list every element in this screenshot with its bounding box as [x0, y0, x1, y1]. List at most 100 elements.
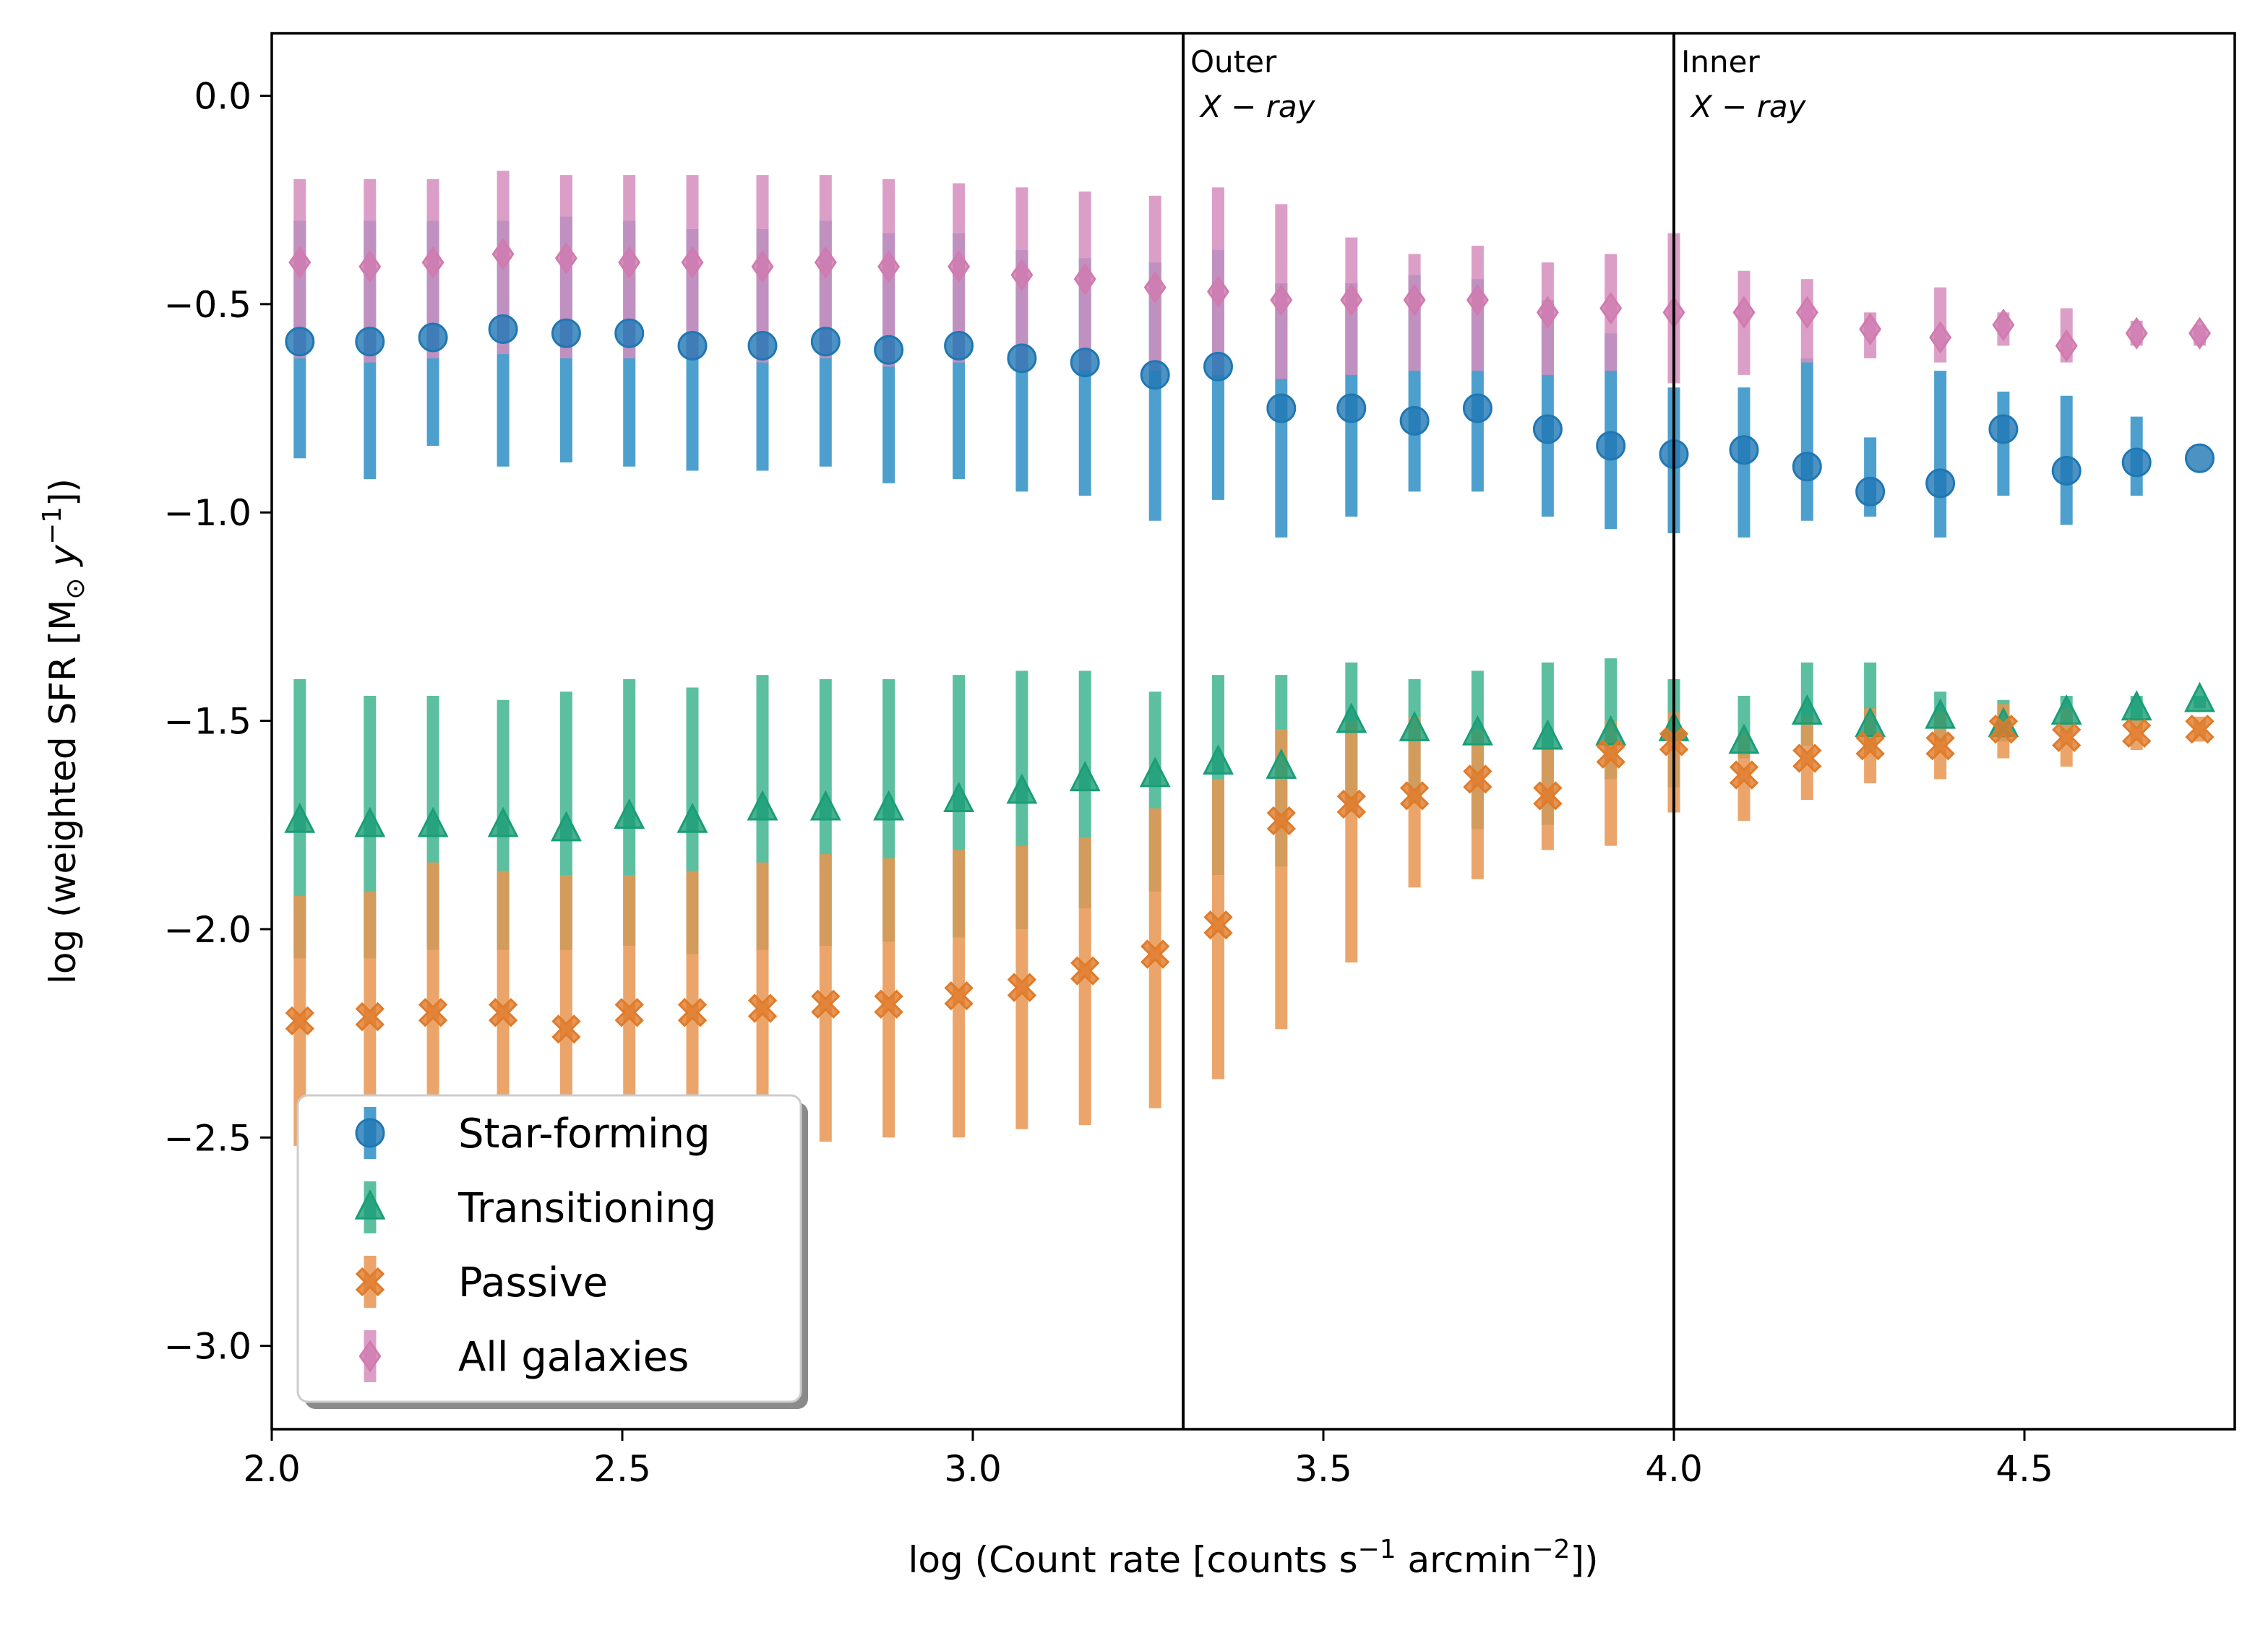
region-label-title: Outer	[1190, 44, 1277, 79]
point-all-galaxies	[1599, 292, 1623, 325]
point-star-forming	[1007, 343, 1037, 374]
point-transitioning	[873, 790, 905, 821]
region-lines: Outer X − ray Inner X − ray	[1182, 33, 1807, 1429]
point-all-galaxies	[2055, 329, 2078, 363]
point-passive	[1792, 743, 1822, 773]
point-all-galaxies	[554, 241, 577, 275]
y-tick-label: −2.5	[164, 1117, 252, 1159]
legend-marker-all-galaxies	[358, 1340, 382, 1373]
point-passive	[2185, 714, 2215, 744]
point-transitioning	[1336, 702, 1367, 733]
point-passive	[677, 998, 708, 1027]
point-star-forming	[2121, 447, 2152, 478]
point-star-forming	[1792, 452, 1822, 482]
point-passive	[614, 998, 644, 1027]
point-all-galaxies	[751, 250, 774, 283]
point-star-forming	[874, 335, 904, 365]
point-passive	[1463, 764, 1492, 794]
point-passive	[1399, 781, 1430, 811]
point-all-galaxies	[1466, 283, 1489, 316]
point-star-forming	[1070, 348, 1100, 378]
y-tick-label: −0.5	[164, 284, 252, 326]
point-transitioning	[747, 790, 778, 821]
y-tick-label: −1.0	[164, 492, 252, 534]
point-all-galaxies	[1859, 312, 1882, 346]
point-transitioning	[2121, 690, 2152, 721]
point-star-forming	[1729, 435, 1759, 465]
point-transitioning	[1266, 748, 1297, 779]
point-transitioning	[943, 782, 975, 812]
legend-label-star-forming: Star-forming	[458, 1111, 710, 1158]
y-axis-label: log (weighted SFR [M⊙ y−1])	[38, 478, 90, 984]
point-passive	[285, 1006, 314, 1035]
point-passive	[1336, 789, 1366, 819]
point-passive	[811, 989, 841, 1019]
point-transitioning	[417, 806, 449, 837]
point-all-galaxies	[1795, 296, 1818, 329]
point-passive	[1925, 731, 1955, 761]
point-all-galaxies	[1073, 262, 1096, 296]
point-passive	[1203, 910, 1233, 940]
legend: Star-forming Transitioning Passive All gala…	[296, 1094, 808, 1409]
point-all-galaxies	[1992, 309, 2015, 342]
point-all-galaxies	[2188, 316, 2211, 350]
region-label-title: Inner	[1681, 44, 1760, 79]
point-transitioning	[354, 806, 386, 837]
legend-label-all-galaxies: All galaxies	[458, 1334, 689, 1381]
point-all-galaxies	[1340, 283, 1363, 316]
point-passive	[2052, 723, 2082, 752]
point-passive	[1070, 956, 1100, 986]
x-tick-label: 2.0	[243, 1448, 301, 1490]
point-star-forming	[1855, 476, 1886, 507]
point-star-forming	[1203, 351, 1233, 382]
point-transitioning	[1855, 707, 1886, 738]
plot-frame	[270, 32, 2236, 1431]
point-star-forming	[1988, 414, 2019, 444]
point-transitioning	[1728, 723, 1760, 754]
point-all-galaxies	[1010, 258, 1034, 292]
point-all-galaxies	[491, 238, 515, 271]
point-passive	[551, 1014, 581, 1044]
point-transitioning	[550, 811, 582, 842]
x-tick-label: 4.0	[1645, 1448, 1703, 1490]
point-transitioning	[487, 806, 519, 837]
point-transitioning	[1595, 715, 1627, 746]
point-star-forming	[944, 331, 974, 361]
point-transitioning	[676, 802, 708, 833]
point-all-galaxies	[358, 250, 382, 283]
legend-box	[296, 1094, 802, 1403]
point-passive	[2122, 718, 2152, 749]
x-tick-label: 2.5	[593, 1448, 651, 1490]
point-star-forming	[1266, 393, 1297, 423]
point-passive	[874, 989, 903, 1019]
region-label-subtitle: X − ray	[1690, 89, 1807, 124]
x-tick-label: 4.5	[1996, 1448, 2053, 1490]
legend-marker-transitioning	[354, 1189, 386, 1220]
x-axis-label: log (Count rate [counts s−1 arcmin−2])	[909, 1535, 1599, 1581]
point-passive	[1141, 939, 1170, 969]
point-passive	[1855, 731, 1885, 761]
x-tick-label: 3.5	[1294, 1448, 1352, 1490]
point-transitioning	[1532, 719, 1563, 750]
point-star-forming	[355, 327, 385, 357]
region-label-subtitle: X − ray	[1199, 89, 1316, 124]
point-all-galaxies	[1403, 283, 1426, 316]
point-all-galaxies	[877, 250, 901, 283]
point-all-galaxies	[1207, 275, 1229, 309]
point-transitioning	[614, 798, 645, 829]
point-passive	[488, 998, 518, 1027]
x-tick-label: 3.0	[944, 1448, 1002, 1490]
point-transitioning	[1791, 694, 1823, 725]
point-all-galaxies	[421, 246, 444, 279]
legend-label-transitioning: Transitioning	[458, 1185, 716, 1232]
y-axis-ticks: 0.0 −0.5 −1.0 −1.5 −2.0 −2.5 −3.0	[164, 76, 272, 1368]
point-transitioning	[2050, 694, 2082, 725]
legend-label-passive: Passive	[458, 1259, 608, 1306]
point-transitioning	[284, 802, 316, 833]
point-all-galaxies	[681, 246, 704, 279]
point-all-galaxies	[618, 246, 641, 279]
point-all-galaxies	[948, 250, 971, 283]
point-star-forming	[614, 318, 645, 348]
y-tick-label: −1.5	[164, 701, 252, 743]
